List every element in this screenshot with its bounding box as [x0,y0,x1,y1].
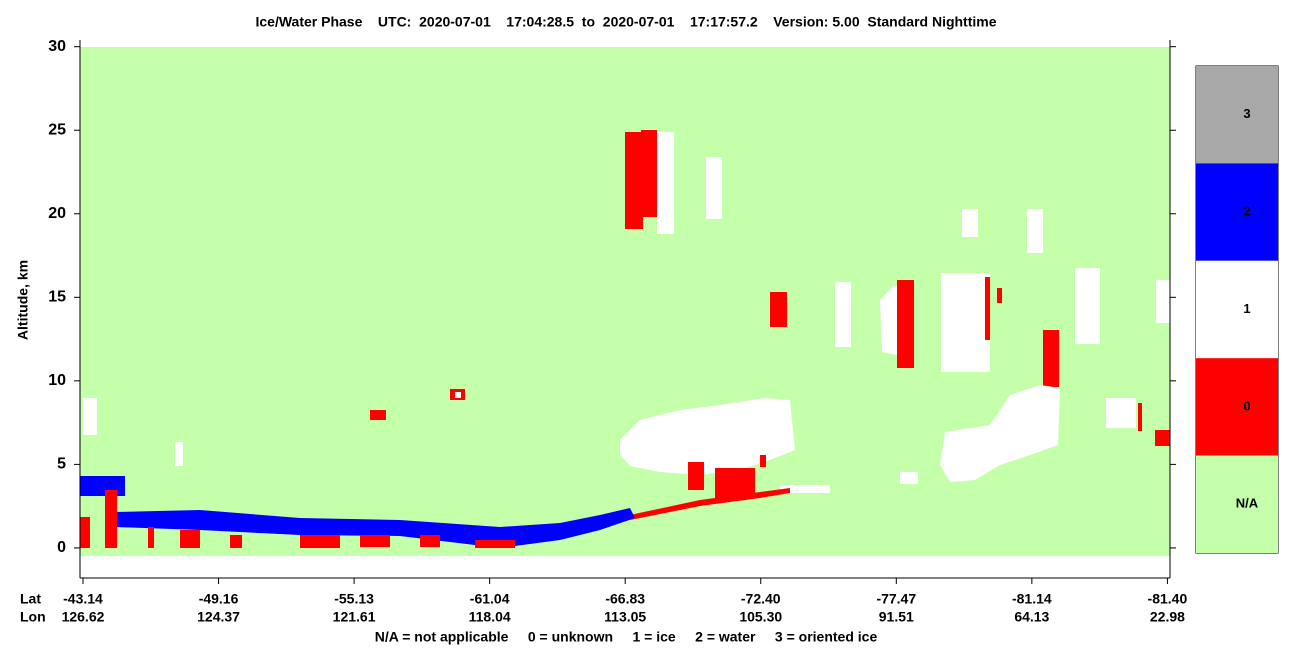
colorbar-label: 0 [1243,398,1250,413]
x-tick-label: -55.13 [334,591,374,607]
x-tick-label: 91.51 [879,609,914,625]
x-tick-label: -61.04 [470,591,510,607]
plot-background [80,47,1170,556]
x-tick-label: 124.37 [197,609,240,625]
x-tick-label: 22.98 [1150,609,1185,625]
x-tick-label: 121.61 [333,609,376,625]
colorbar-label: 3 [1243,106,1250,121]
x-tick-label: -81.14 [1012,591,1052,607]
colorbar-segment [1196,260,1278,359]
legend-note: N/A = not applicable 0 = unknown 1 = ice… [375,629,878,645]
y-tick-label: 0 [57,539,66,556]
y-tick-label: 15 [48,289,66,306]
x-tick-label: 118.04 [469,609,511,625]
colorbar-label: N/A [1236,496,1259,511]
colorbar-segment [1196,455,1278,553]
colorbar-segment [1196,163,1278,261]
x-tick-label: -43.14 [63,591,103,607]
x-tick-label: -66.83 [605,591,645,607]
x-tick-label: -77.47 [876,591,916,607]
x-tick-label: -72.40 [741,591,781,607]
colorbar-segment [1196,358,1278,456]
y-tick-label: 10 [48,372,66,389]
y-tick-label: 30 [48,38,66,55]
x-tick-label: -81.40 [1148,591,1188,607]
x-tick-label: 113.05 [604,609,646,625]
x-row-label: Lat [20,591,41,607]
colorbar-label: 2 [1243,204,1250,219]
x-tick-label: 105.30 [739,609,782,625]
x-row-label: Lon [20,609,46,625]
chart-title: Ice/Water Phase UTC: 2020-07-01 17:04:28… [255,14,996,30]
x-tick-label: 126.62 [62,609,105,625]
y-tick-label: 25 [48,121,66,138]
cloud-regions [80,130,1170,548]
colorbar-label: 1 [1243,301,1250,316]
y-axis-label: Altitude, km [15,260,31,340]
y-tick-label: 5 [57,456,66,473]
x-tick-label: -49.16 [199,591,239,607]
y-tick-label: 20 [48,205,66,222]
colorbar-segment [1196,66,1278,164]
x-tick-label: 64.13 [1014,609,1049,625]
